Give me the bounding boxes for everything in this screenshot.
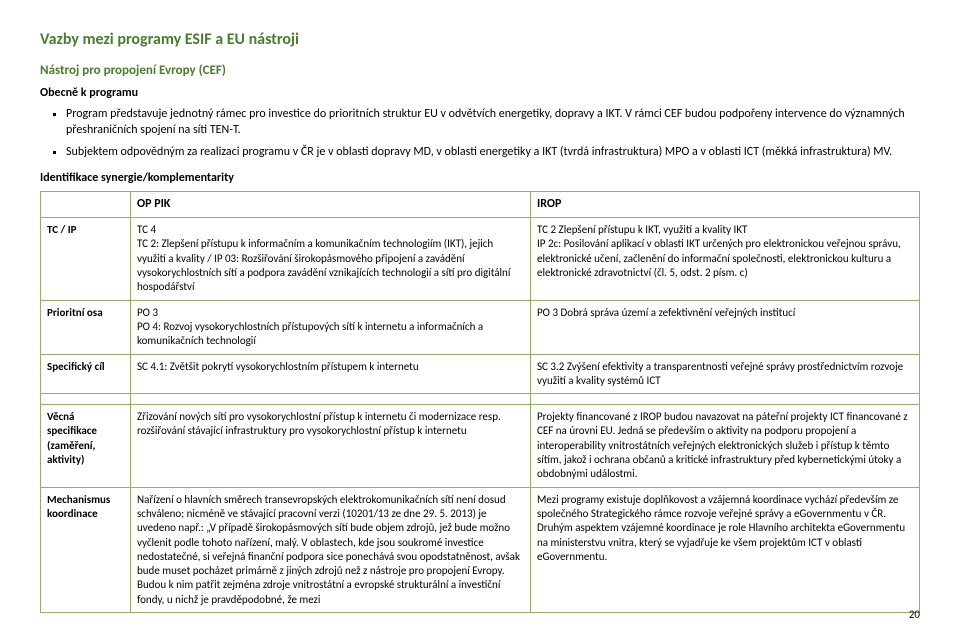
cell: TC 2 Zlepšení přístupu k IKT, využití a … <box>531 218 920 300</box>
cell: PO 3PO 4: Rozvoj vysokorychlostních přís… <box>131 300 531 354</box>
synergy-table-1: OP PIK IROP TC / IP TC 4TC 2: Zlepšení p… <box>40 191 920 613</box>
section-heading: Nástroj pro propojení Evropy (CEF) <box>40 63 920 78</box>
cell: TC 4TC 2: Zlepšení přístupu k informační… <box>131 218 531 300</box>
table-corner <box>41 191 131 218</box>
list-item: Program představuje jednotný rámec pro i… <box>66 106 920 138</box>
row-label: Prioritní osa <box>41 300 131 354</box>
general-label: Obecně k programu <box>40 86 920 100</box>
cell: SC 3.2 Zvýšení efektivity a transparentn… <box>531 354 920 394</box>
row-label: Věcná specifikace(zaměření, aktivity) <box>41 405 131 487</box>
bullet-list: Program představuje jednotný rámec pro i… <box>40 106 920 161</box>
cell: SC 4.1: Zvětšit pokrytí vysokorychlostní… <box>131 354 531 394</box>
page-number: 20 <box>909 608 920 621</box>
cell: Mezi programy existuje doplňkovost a vzá… <box>531 487 920 612</box>
cell: Projekty financované z IROP budou navazo… <box>531 405 920 487</box>
table-spacer <box>41 394 920 405</box>
list-item: Subjektem odpovědným za realizaci progra… <box>66 144 920 160</box>
row-label: Mechanismus koordinace <box>41 487 131 612</box>
cell: Zřizování nových sítí pro vysokorychlost… <box>131 405 531 487</box>
cell: Nařízení o hlavních směrech transevropsk… <box>131 487 531 612</box>
table-row: Prioritní osa PO 3PO 4: Rozvoj vysokoryc… <box>41 300 920 354</box>
page-title: Vazby mezi programy ESIF a EU nástroji <box>40 30 920 49</box>
column-header: IROP <box>531 191 920 218</box>
table-row: TC / IP TC 4TC 2: Zlepšení přístupu k in… <box>41 218 920 300</box>
table-row: Specifický cíl SC 4.1: Zvětšit pokrytí v… <box>41 354 920 394</box>
column-header: OP PIK <box>131 191 531 218</box>
synergy-heading: Identifikace synergie/komplementarity <box>40 171 920 185</box>
table-row: Věcná specifikace(zaměření, aktivity) Zř… <box>41 405 920 487</box>
row-label: TC / IP <box>41 218 131 300</box>
row-label: Specifický cíl <box>41 354 131 394</box>
cell: PO 3 Dobrá správa území a zefektivnění v… <box>531 300 920 354</box>
table-row: Mechanismus koordinace Nařízení o hlavní… <box>41 487 920 612</box>
